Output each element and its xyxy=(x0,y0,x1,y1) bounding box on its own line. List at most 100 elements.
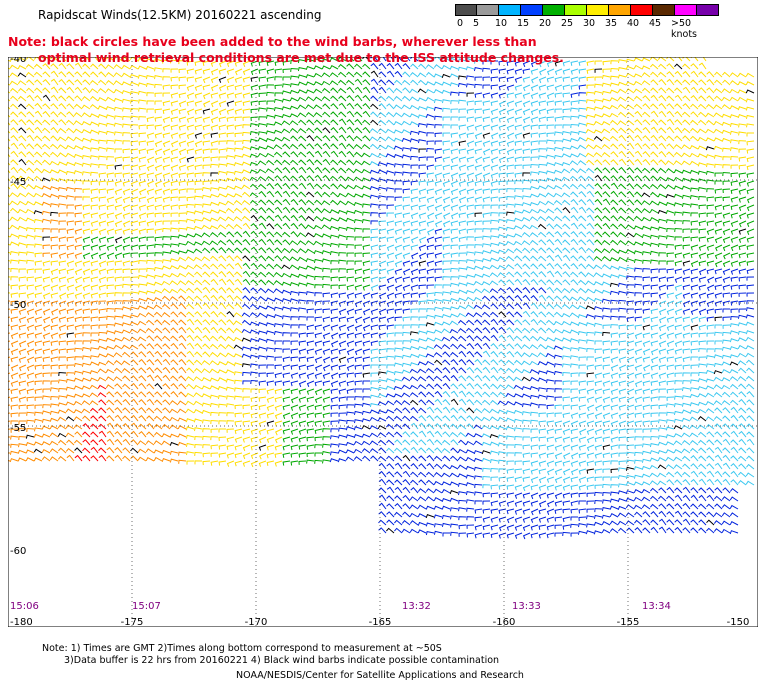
wind-barb xyxy=(18,412,27,417)
wind-barb xyxy=(730,406,739,414)
wind-barb xyxy=(689,169,699,174)
wind-barb xyxy=(66,439,75,446)
wind-barb xyxy=(625,96,635,102)
wind-barb xyxy=(610,143,619,150)
wind-barb xyxy=(698,236,707,242)
wind-barb xyxy=(698,268,707,276)
wind-barb xyxy=(450,267,459,272)
wind-barb xyxy=(506,476,515,482)
wind-barb xyxy=(346,79,355,86)
wind-barb xyxy=(514,452,523,457)
wind-barb xyxy=(618,388,627,395)
wind-barb xyxy=(89,400,99,406)
wind-barb xyxy=(34,159,43,166)
wind-barb xyxy=(450,91,459,96)
wind-barb xyxy=(681,152,691,158)
wind-barb xyxy=(434,196,443,204)
wind-barb xyxy=(258,247,267,254)
wind-barb xyxy=(545,162,555,167)
legend-label: 45 xyxy=(649,18,662,29)
wind-barb xyxy=(721,88,731,94)
wind-barb xyxy=(585,322,595,327)
wind-barb xyxy=(593,248,603,254)
wind-barb xyxy=(402,308,411,314)
wind-barb xyxy=(122,212,131,219)
wind-barb xyxy=(458,124,467,130)
wind-barb xyxy=(449,472,459,478)
wind-barb xyxy=(585,144,595,150)
wind-barb xyxy=(298,223,307,230)
wind-barb xyxy=(338,340,347,348)
wind-barb xyxy=(10,324,19,331)
wind-barb xyxy=(193,384,203,390)
wind-barb xyxy=(617,96,627,102)
wind-barb xyxy=(130,180,139,187)
wind-barb xyxy=(281,120,291,126)
wind-barb xyxy=(34,151,43,158)
wind-barb xyxy=(186,92,195,99)
wind-barb xyxy=(553,370,563,376)
wind-barb xyxy=(705,408,715,414)
legend-swatch xyxy=(521,4,543,16)
wind-barb xyxy=(626,119,635,126)
wind-barb xyxy=(561,320,571,326)
wind-barb xyxy=(274,444,283,451)
wind-barb xyxy=(506,460,515,465)
wind-barb xyxy=(314,332,323,339)
wind-barb xyxy=(554,223,563,230)
wind-barb xyxy=(210,278,219,286)
wind-barb xyxy=(610,231,619,238)
wind-barb xyxy=(57,169,67,174)
wind-barb xyxy=(258,206,267,214)
wind-barb xyxy=(34,292,43,299)
wind-barb xyxy=(273,271,283,278)
wind-barb xyxy=(74,204,83,210)
wind-barb xyxy=(106,172,115,178)
wind-map[interactable]: -180 -175 -170 -165 -160 -155 -150-40-45-50-55… xyxy=(8,57,758,627)
wind-barb xyxy=(378,57,387,62)
wind-barb xyxy=(554,270,563,278)
wind-barb xyxy=(578,255,587,262)
wind-barb xyxy=(674,63,683,70)
wind-barb xyxy=(673,456,683,462)
wind-barb xyxy=(130,359,139,366)
wind-barb xyxy=(426,188,435,195)
wind-barb xyxy=(297,266,307,271)
wind-barb xyxy=(162,259,171,264)
wind-barb xyxy=(50,103,59,110)
wind-barb xyxy=(690,364,699,369)
wind-barb xyxy=(698,260,707,267)
wind-barb xyxy=(650,167,659,174)
wind-barb xyxy=(626,404,635,411)
wind-barb xyxy=(506,156,515,163)
wind-barb xyxy=(649,472,659,478)
wind-barb xyxy=(314,340,323,347)
wind-barb xyxy=(650,175,659,182)
wind-barb xyxy=(682,127,691,134)
wind-barb xyxy=(217,395,227,400)
wind-barb xyxy=(666,78,675,86)
wind-barb xyxy=(98,236,107,243)
wind-barb xyxy=(626,190,635,198)
wind-barb xyxy=(106,252,115,260)
wind-barb xyxy=(346,419,355,424)
wind-barb xyxy=(562,412,571,418)
wind-barb xyxy=(34,356,43,363)
wind-barb xyxy=(266,100,275,105)
wind-barb xyxy=(578,396,587,402)
wind-barb xyxy=(259,452,267,460)
wind-barb xyxy=(634,207,643,214)
wind-barb xyxy=(602,412,611,419)
wind-barb xyxy=(482,484,491,489)
wind-barb xyxy=(650,364,659,371)
wind-barb xyxy=(674,268,683,275)
wind-barb xyxy=(594,396,603,403)
wind-barb xyxy=(586,372,595,378)
wind-barb xyxy=(721,121,731,126)
wind-barb xyxy=(634,372,643,379)
wind-barb xyxy=(105,353,115,358)
wind-barb xyxy=(490,180,499,187)
wind-barb xyxy=(210,148,219,153)
wind-barb xyxy=(393,112,403,118)
wind-barb xyxy=(490,235,499,240)
